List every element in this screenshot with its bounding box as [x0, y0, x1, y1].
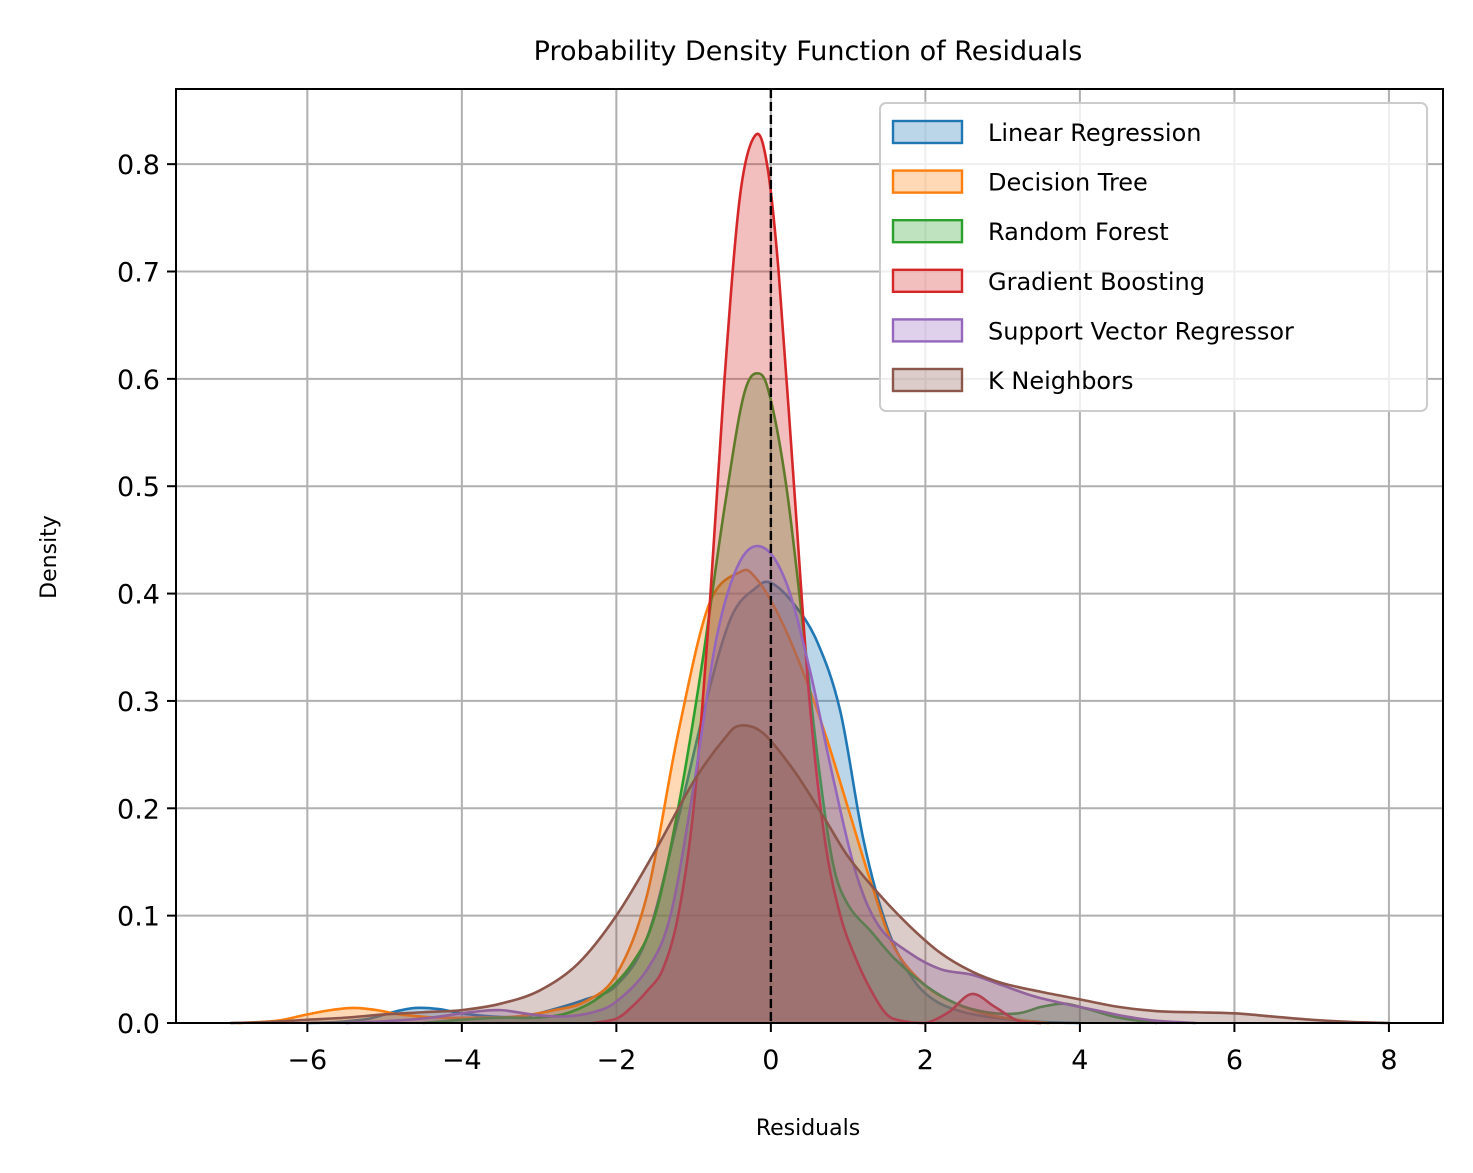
density-area-gradient-boosting — [593, 133, 1042, 1023]
y-tick-label: 0.7 — [117, 258, 160, 289]
legend-label: K Neighbors — [988, 367, 1134, 395]
legend-box — [879, 102, 1428, 412]
legend-swatch — [891, 169, 964, 194]
x-axis-label: Residuals — [756, 1116, 860, 1141]
x-tick-label: −4 — [442, 1045, 482, 1076]
legend-label: Linear Regression — [988, 119, 1202, 147]
y-tick-label: 0.2 — [117, 794, 160, 825]
x-tick-label: 2 — [917, 1045, 934, 1076]
density-area-decision-tree — [237, 569, 1049, 1023]
y-tick-label: 0.5 — [117, 472, 160, 503]
y-axis-label: Density — [37, 515, 62, 599]
x-axis: −6 −4 −2 0 2 4 6 8 — [287, 1023, 1398, 1076]
chart-title: Probability Density Function of Residual… — [534, 36, 1083, 67]
density-line-support-vector-regressor — [345, 544, 1196, 1025]
legend-swatch — [891, 367, 964, 393]
density-area-k-neighbors — [230, 725, 1389, 1023]
x-tick-label: 4 — [1071, 1045, 1088, 1076]
series-k-neighbors — [230, 724, 1389, 1025]
series-random-forest — [423, 371, 1158, 1025]
y-axis: 0.0 0.1 0.2 0.3 0.4 0.5 0.6 0.7 0.8 — [117, 150, 176, 1040]
y-tick-label: 0.4 — [117, 580, 160, 611]
y-tick-label: 0.1 — [117, 902, 160, 933]
legend-item-linear-regression: Linear Regression — [891, 119, 1202, 147]
legend: Linear Regression Decision Tree Random For… — [879, 102, 1428, 412]
legend-item-gradient-boosting: Gradient Boosting — [891, 268, 1205, 296]
density-line-random-forest — [423, 371, 1158, 1025]
x-tick-label: 6 — [1226, 1045, 1243, 1076]
legend-item-random-forest: Random Forest — [891, 218, 1169, 246]
legend-item-support-vector-regressor: Support Vector Regressor — [891, 317, 1294, 345]
x-tick-label: 8 — [1380, 1045, 1397, 1076]
y-tick-label: 0.0 — [117, 1009, 160, 1040]
plot-frame — [175, 88, 1444, 1024]
x-tick-label: 0 — [762, 1045, 779, 1076]
y-tick-label: 0.6 — [117, 365, 160, 396]
density-area-random-forest — [423, 373, 1158, 1023]
x-tick-label: −2 — [596, 1045, 636, 1076]
density-line-k-neighbors — [230, 724, 1389, 1025]
legend-label: Decision Tree — [988, 169, 1148, 197]
x-tick-label: −6 — [287, 1045, 327, 1076]
legend-item-decision-tree: Decision Tree — [891, 169, 1148, 197]
legend-swatch — [891, 268, 964, 293]
y-tick-label: 0.3 — [117, 687, 160, 718]
y-tick-label: 0.8 — [117, 150, 160, 181]
legend-label: Support Vector Regressor — [988, 317, 1294, 345]
legend-label: Random Forest — [988, 218, 1169, 246]
legend-swatch — [891, 119, 964, 145]
series-decision-tree — [237, 568, 1050, 1025]
legend-item-k-neighbors: K Neighbors — [891, 367, 1134, 395]
legend-swatch — [891, 218, 964, 244]
density-line-decision-tree — [237, 568, 1050, 1025]
legend-swatch — [891, 318, 964, 343]
legend-label: Gradient Boosting — [988, 268, 1205, 296]
